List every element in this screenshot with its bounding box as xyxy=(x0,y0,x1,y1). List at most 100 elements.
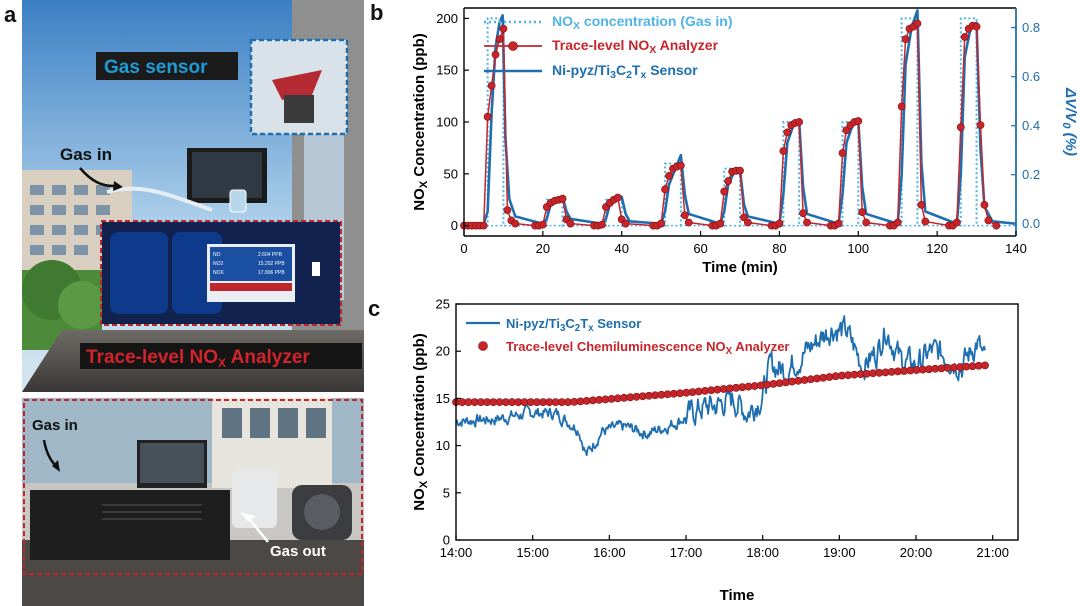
analyzer-point xyxy=(663,390,672,399)
analyzer-point xyxy=(779,147,788,155)
analyzer-point xyxy=(984,216,993,225)
analyzer-point xyxy=(799,209,807,218)
analyzer-point xyxy=(550,196,559,205)
analyzer-point xyxy=(743,218,752,227)
analyzer-point xyxy=(511,219,520,228)
analyzer-point xyxy=(791,119,800,127)
analyzer-point xyxy=(589,396,597,405)
screen-row-2-value: 15.202 PPB xyxy=(258,261,285,267)
analyzer-point xyxy=(520,398,529,407)
analyzer-point xyxy=(728,167,737,176)
analyzer-point xyxy=(738,383,747,392)
gas-in-pulse xyxy=(663,162,683,227)
analyzer-point xyxy=(538,220,547,229)
x-tick-label: 18:00 xyxy=(746,545,779,560)
analyzer-point xyxy=(783,128,792,137)
analyzer-point xyxy=(968,21,977,30)
panel-label-b: b xyxy=(370,0,384,25)
analyzer-point xyxy=(562,215,571,224)
analyzer-point xyxy=(688,388,697,396)
analyzer-point xyxy=(794,376,803,385)
analyzer-point xyxy=(535,221,543,230)
analyzer-point xyxy=(487,81,496,90)
y-tick-label-left: 200 xyxy=(436,11,458,26)
analyzer-line xyxy=(464,22,997,227)
analyzer-point xyxy=(981,361,989,370)
analyzer-point xyxy=(950,363,958,372)
analyzer-point xyxy=(725,384,734,393)
analyzer-point xyxy=(952,218,961,227)
x-tick-label: 100 xyxy=(847,241,869,256)
analyzer-point xyxy=(676,389,684,398)
analyzer-point xyxy=(542,203,551,211)
analyzer-point xyxy=(489,398,498,407)
x-tick-label: 80 xyxy=(772,241,786,256)
analyzer-point xyxy=(452,398,460,407)
panel-label-c: c xyxy=(368,296,381,321)
analyzer-point xyxy=(750,382,759,390)
analyzer-point xyxy=(945,221,953,230)
analyzer-point xyxy=(554,195,563,204)
analyzer-point xyxy=(819,373,828,382)
analyzer-point xyxy=(464,221,472,230)
screen-row-3-value: 17.806 PPB xyxy=(258,270,285,276)
x-axis-title: Time xyxy=(720,587,755,604)
y-tick-label-left: 50 xyxy=(444,166,458,181)
x-tick-label: 20:00 xyxy=(900,545,933,560)
analyzer-point xyxy=(980,201,989,209)
sensor-inset-frame xyxy=(249,38,349,136)
analyzer-point xyxy=(771,221,780,230)
gas-in-pulse xyxy=(486,17,505,227)
analyzer-point xyxy=(570,398,579,406)
x-tick-label: 15:00 xyxy=(516,545,549,560)
x-tick-label: 20 xyxy=(536,241,550,256)
analyzer-point xyxy=(680,211,689,220)
analyzer-point xyxy=(539,398,548,407)
y-tick-label-right: 0.0 xyxy=(1022,216,1040,231)
analyzer-point xyxy=(767,221,776,230)
screen-row-2-name: NO2 xyxy=(213,261,224,267)
analyzer-point xyxy=(546,198,555,207)
analyzer-point xyxy=(564,398,572,407)
analyzer-point xyxy=(653,221,662,230)
analyzer-point xyxy=(499,24,508,33)
analyzer-point xyxy=(744,382,753,391)
analyzer-point xyxy=(475,221,484,230)
analyzer-point xyxy=(893,218,902,227)
analyzer-point xyxy=(558,194,567,203)
analyzer-point xyxy=(862,369,871,378)
analyzer-point xyxy=(557,398,566,407)
x-tick-label: 120 xyxy=(926,241,948,256)
analyzer-point xyxy=(968,362,977,371)
analyzer-point xyxy=(831,372,840,381)
analyzer-point xyxy=(949,221,957,230)
analyzer-point xyxy=(813,374,821,383)
analyzer-point xyxy=(620,393,628,402)
analyzer-point xyxy=(501,398,510,407)
legend-marker-analyzer xyxy=(478,341,488,351)
analyzer-point xyxy=(460,221,468,230)
gas-in-pulse xyxy=(723,167,742,227)
analyzer-point xyxy=(594,221,602,230)
analyzer-point xyxy=(905,24,914,33)
x-tick-label: 0 xyxy=(460,241,467,256)
sensor-chamber xyxy=(229,189,247,213)
analyzer-point xyxy=(651,391,660,400)
analyzer-point xyxy=(724,177,733,185)
analyzer-point xyxy=(665,171,673,180)
analyzer-point xyxy=(858,208,867,217)
analyzer-point xyxy=(503,206,512,214)
analyzer-point xyxy=(956,123,965,132)
analyzer-point xyxy=(673,162,681,171)
analyzer-point xyxy=(638,392,647,401)
analyzer-point xyxy=(607,394,616,403)
analyzer-point xyxy=(909,22,918,31)
analyzer-point xyxy=(974,361,983,370)
analyzer-device-bottom xyxy=(30,490,230,560)
analyzer-point xyxy=(649,221,658,230)
y-tick-label-left: 150 xyxy=(436,63,458,78)
analyzer-point xyxy=(590,221,599,230)
analyzer-point xyxy=(545,398,554,407)
analyzer-point xyxy=(609,195,618,204)
analyzer-point xyxy=(719,385,728,393)
